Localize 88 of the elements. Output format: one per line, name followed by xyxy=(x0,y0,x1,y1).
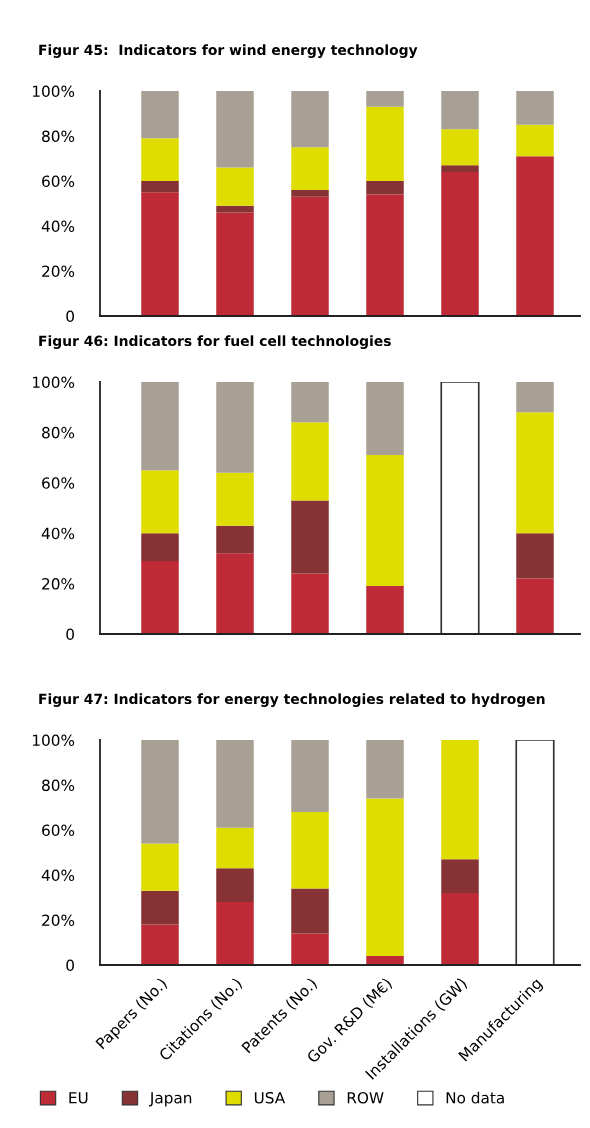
bar xyxy=(366,956,404,965)
bar xyxy=(441,129,479,166)
bar xyxy=(141,924,179,965)
bar xyxy=(216,740,254,828)
bar xyxy=(141,740,179,844)
bar xyxy=(366,181,404,195)
bar xyxy=(216,212,254,316)
bar xyxy=(516,578,554,634)
y-tick-label: 0 xyxy=(66,628,74,641)
bar xyxy=(141,91,179,139)
bar xyxy=(516,533,554,579)
bar xyxy=(441,893,479,965)
bar xyxy=(141,181,179,193)
bar xyxy=(141,890,179,925)
legend-label: No data xyxy=(446,1091,504,1104)
bar xyxy=(216,382,254,473)
bar xyxy=(291,382,329,423)
bar xyxy=(291,573,329,634)
bar xyxy=(216,868,254,902)
bar xyxy=(516,91,554,125)
bar xyxy=(291,933,329,965)
bar xyxy=(216,525,254,554)
legend-label: USA xyxy=(254,1091,286,1104)
y-tick-label: 100% xyxy=(33,85,75,98)
y-tick-label: 20% xyxy=(42,265,75,278)
y-tick-label: 80% xyxy=(42,779,75,792)
bar xyxy=(141,138,179,181)
bar xyxy=(291,500,329,574)
bar xyxy=(216,205,254,213)
bar xyxy=(441,91,479,130)
bar xyxy=(441,165,479,172)
bar xyxy=(366,194,404,316)
bar xyxy=(291,91,329,148)
bar xyxy=(516,382,554,413)
bar xyxy=(441,740,479,860)
bar xyxy=(291,196,329,316)
bar xyxy=(516,412,554,534)
bar xyxy=(216,827,254,869)
y-tick-label: 60% xyxy=(42,477,75,489)
legend-label: EU xyxy=(69,1092,88,1104)
bar xyxy=(366,586,404,634)
legend-label: ROW xyxy=(347,1091,384,1104)
bar xyxy=(141,470,179,534)
bar xyxy=(291,422,329,501)
bar xyxy=(366,382,404,456)
y-tick-label: 40% xyxy=(41,869,75,882)
bar xyxy=(366,740,404,799)
y-tick-label: 0 xyxy=(66,959,74,972)
bar xyxy=(516,124,554,157)
bar xyxy=(291,147,329,190)
bar xyxy=(216,553,254,634)
bar xyxy=(141,560,179,634)
y-tick-label: 100% xyxy=(33,376,75,389)
bar xyxy=(141,533,179,561)
bar xyxy=(216,91,254,168)
y-tick-label: 20% xyxy=(42,914,75,927)
bar xyxy=(141,843,179,891)
y-tick-label: 20% xyxy=(42,578,75,590)
legend-label: Japan xyxy=(149,1092,192,1107)
bar xyxy=(141,382,179,471)
bar xyxy=(291,812,329,889)
bar xyxy=(366,455,404,587)
y-tick-label: 40% xyxy=(41,527,75,540)
chart-title: Figur 46: Indicators for fuel cell technologies xyxy=(39,335,391,349)
bar xyxy=(216,167,254,206)
y-tick-label: 60% xyxy=(42,175,75,188)
bar xyxy=(216,472,254,526)
bar xyxy=(291,888,329,934)
bar xyxy=(216,902,254,965)
y-tick-label: 100% xyxy=(33,734,75,747)
y-tick-label: 0 xyxy=(66,310,74,323)
y-tick-label: 40% xyxy=(41,220,75,233)
y-tick-label: 80% xyxy=(42,426,75,439)
chart-title: Figur 47: Indicators for energy technologies related to hydrogen xyxy=(39,693,545,707)
bar xyxy=(291,190,329,197)
bar xyxy=(366,798,404,956)
bar xyxy=(291,740,329,812)
bar xyxy=(440,382,480,634)
y-tick-label: 80% xyxy=(42,130,75,143)
bar xyxy=(441,859,479,893)
bar xyxy=(516,156,554,316)
y-tick-label: 60% xyxy=(42,824,75,837)
bar xyxy=(141,192,179,316)
bar xyxy=(515,740,555,965)
bar xyxy=(441,172,479,316)
bar xyxy=(366,91,404,107)
bar xyxy=(366,106,404,181)
chart-title: Figur 45: Indicators for wind energy technology xyxy=(39,44,418,58)
